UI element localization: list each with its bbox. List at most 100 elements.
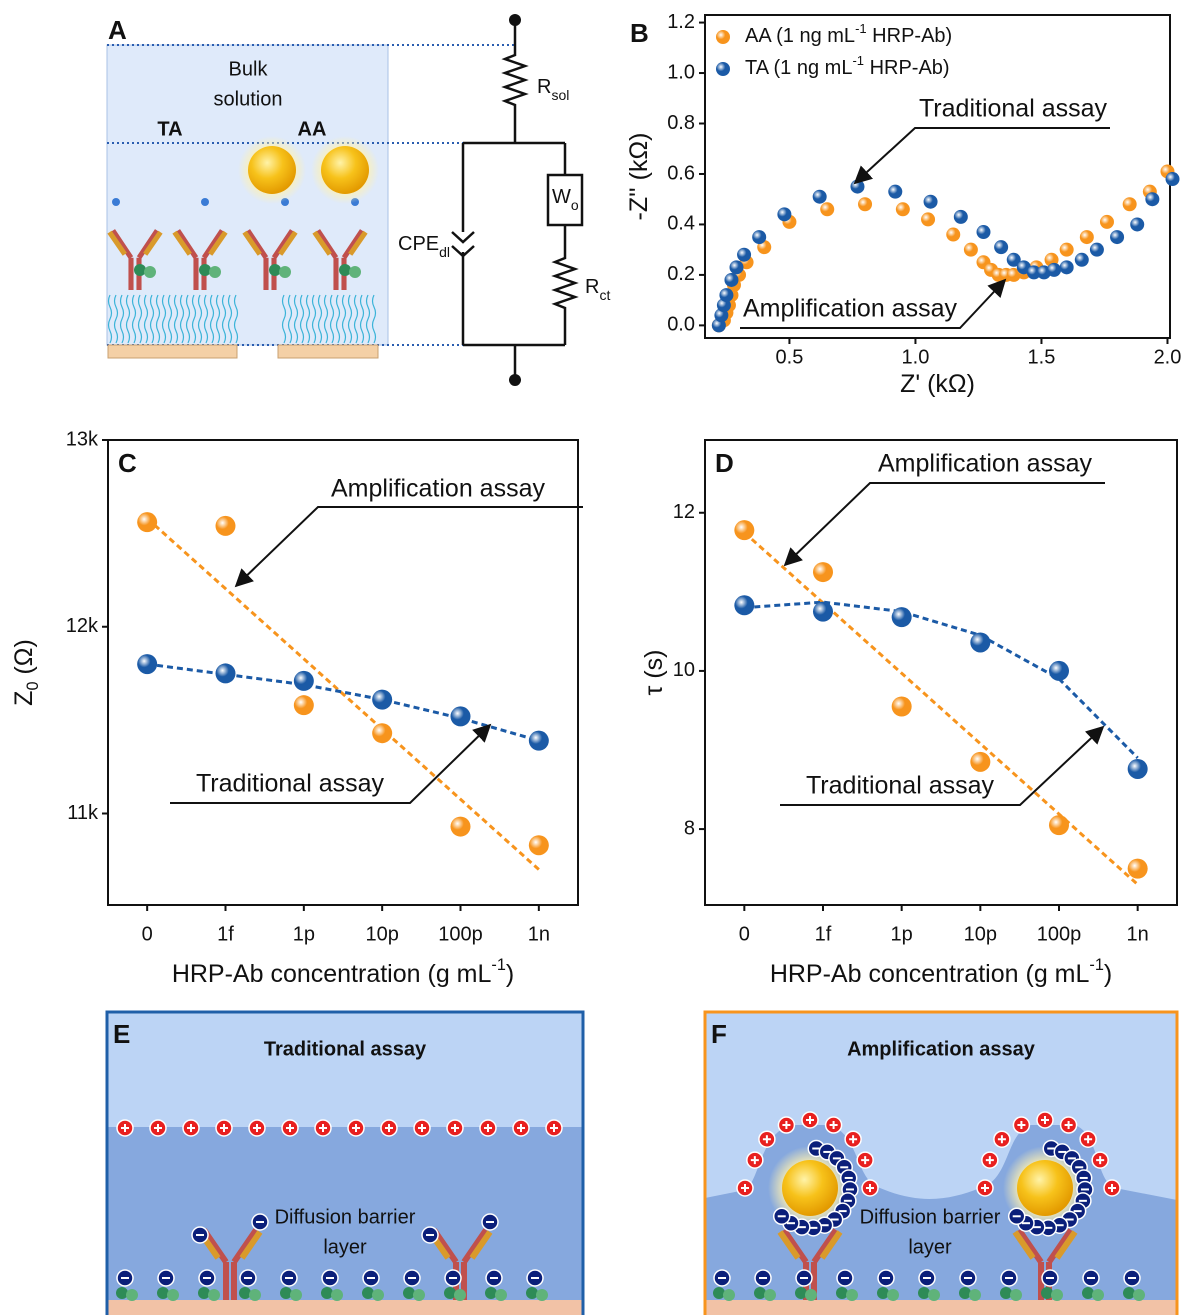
label-part: HRP-Ab) bbox=[867, 25, 953, 47]
enzyme bbox=[209, 266, 221, 278]
x-tick-label: 100p bbox=[1037, 923, 1082, 945]
x-tick-label: 0 bbox=[739, 923, 750, 945]
x-tick-label: 1n bbox=[528, 923, 550, 945]
data-point bbox=[372, 723, 392, 743]
data-point bbox=[216, 516, 236, 536]
enzyme bbox=[208, 1289, 220, 1301]
enzyme bbox=[1010, 1289, 1022, 1301]
y-tick-label: 10 bbox=[673, 659, 695, 681]
data-point bbox=[964, 243, 978, 257]
aa-label: AA bbox=[298, 118, 327, 140]
enzyme bbox=[279, 266, 291, 278]
gold-particle bbox=[321, 146, 369, 194]
data-point bbox=[892, 697, 912, 717]
x-axis-label: HRP-Ab concentration (g mL-1) bbox=[172, 956, 514, 987]
data-point bbox=[1090, 243, 1104, 257]
y-tick-label: 8 bbox=[684, 817, 695, 839]
enzyme bbox=[877, 1287, 889, 1299]
y-tick-label: 12 bbox=[673, 501, 695, 523]
data-point bbox=[451, 817, 471, 837]
enzyme bbox=[969, 1289, 981, 1301]
annotation: Traditional assay bbox=[919, 95, 1108, 123]
data-point bbox=[921, 212, 935, 226]
data-point bbox=[724, 273, 738, 287]
data-point bbox=[896, 202, 910, 216]
y-tick-label: 13k bbox=[66, 428, 99, 450]
terminal bbox=[509, 14, 521, 26]
data-point bbox=[813, 190, 827, 204]
data-point bbox=[1128, 859, 1148, 879]
label-part: AA (1 ng mL bbox=[745, 25, 855, 47]
layer-label: layer bbox=[908, 1236, 952, 1258]
annotation: Amplification assay bbox=[878, 450, 1092, 478]
enzyme bbox=[1041, 1287, 1053, 1299]
enzyme bbox=[134, 264, 146, 276]
y-tick-label: 0.2 bbox=[667, 263, 695, 285]
label-part: -1 bbox=[491, 956, 505, 974]
enzyme bbox=[249, 1289, 261, 1301]
fit-line bbox=[744, 533, 1137, 885]
enzyme bbox=[485, 1287, 497, 1299]
panel-label: D bbox=[715, 448, 734, 478]
y-axis-label: Z0 (Ω) bbox=[10, 639, 43, 706]
data-point bbox=[1060, 260, 1074, 274]
data-point bbox=[730, 260, 744, 274]
enzyme bbox=[280, 1287, 292, 1299]
panel-e: E Traditional assay Diffusion barrier la… bbox=[107, 1012, 583, 1315]
data-point bbox=[529, 731, 549, 751]
enzyme bbox=[795, 1287, 807, 1299]
label-sub: dl bbox=[439, 244, 450, 260]
label-part: -1 bbox=[855, 21, 867, 36]
bulk-label: Bulk bbox=[229, 58, 269, 80]
enzyme bbox=[1133, 1289, 1145, 1301]
label-main: W bbox=[552, 186, 571, 208]
enzyme bbox=[959, 1287, 971, 1299]
data-point bbox=[294, 695, 314, 715]
enzyme bbox=[290, 1289, 302, 1301]
y-axis-label: τ (s) bbox=[640, 650, 668, 696]
enzyme bbox=[836, 1287, 848, 1299]
bulk-label: solution bbox=[214, 88, 283, 110]
data-point bbox=[734, 595, 754, 615]
enzyme bbox=[805, 1289, 817, 1301]
enzyme bbox=[713, 1287, 725, 1299]
data-point bbox=[892, 607, 912, 627]
label-part: HRP-Ab concentration (g mL bbox=[172, 960, 492, 988]
ta-label: TA bbox=[157, 118, 182, 140]
data-point bbox=[813, 602, 833, 622]
annotation: Traditional assay bbox=[196, 770, 385, 798]
x-tick-label: 1n bbox=[1127, 923, 1149, 945]
gold-particle bbox=[1017, 1160, 1073, 1216]
fit-line bbox=[744, 602, 1137, 758]
enzyme bbox=[1000, 1287, 1012, 1299]
label-part: Z' (kΩ) bbox=[900, 370, 975, 398]
enzyme bbox=[157, 1287, 169, 1299]
gold-particle bbox=[782, 1160, 838, 1216]
data-point bbox=[1049, 661, 1069, 681]
enzyme bbox=[144, 266, 156, 278]
panel-title: Traditional assay bbox=[264, 1038, 427, 1060]
hrp bbox=[201, 198, 209, 206]
y-tick-label: 0.4 bbox=[667, 213, 695, 235]
enzyme bbox=[339, 264, 351, 276]
r-sol-label: Rsol bbox=[537, 76, 569, 102]
data-point bbox=[1128, 759, 1148, 779]
x-tick-label: 1p bbox=[293, 923, 315, 945]
enzyme bbox=[1092, 1289, 1104, 1301]
legend-marker bbox=[716, 62, 730, 76]
data-point bbox=[529, 835, 549, 855]
x-tick-label: 0.5 bbox=[776, 346, 804, 368]
enzyme bbox=[526, 1287, 538, 1299]
electrode bbox=[278, 345, 378, 358]
label-part: -1 bbox=[852, 53, 864, 68]
data-point bbox=[970, 752, 990, 772]
data-point bbox=[1110, 230, 1124, 244]
y-tick-label: 1.0 bbox=[667, 61, 695, 83]
data-point bbox=[1060, 243, 1074, 257]
x-tick-label: 1p bbox=[891, 923, 913, 945]
label-part: HRP-Ab) bbox=[864, 57, 950, 79]
y-tick-label: 1.2 bbox=[667, 11, 695, 33]
fit-line bbox=[147, 664, 539, 741]
x-axis-label: HRP-Ab concentration (g mL-1) bbox=[770, 956, 1112, 987]
enzyme bbox=[362, 1287, 374, 1299]
